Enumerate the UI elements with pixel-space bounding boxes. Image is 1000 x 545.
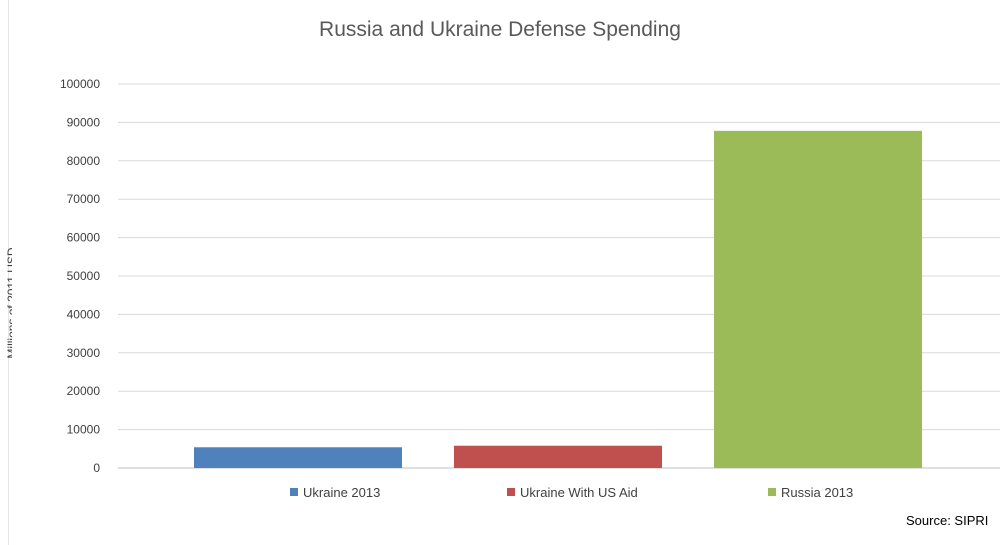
source-note: Source: SIPRI <box>906 513 989 528</box>
y-tick-label: 80000 <box>67 154 101 168</box>
y-tick-label: 0 <box>93 461 100 475</box>
legend-swatch <box>507 488 515 496</box>
legend-label: Ukraine 2013 <box>303 485 380 500</box>
legend-label: Russia 2013 <box>781 485 853 500</box>
bar <box>194 447 402 468</box>
legend-swatch <box>290 488 298 496</box>
chart-title: Russia and Ukraine Defense Spending <box>319 18 681 41</box>
y-tick-label: 10000 <box>67 423 101 437</box>
legend-label: Ukraine With US Aid <box>520 485 638 500</box>
y-tick-label: 90000 <box>67 115 101 129</box>
legend-swatch <box>768 488 776 496</box>
bar <box>454 445 662 468</box>
frame-edge <box>8 0 9 545</box>
bar <box>714 130 922 468</box>
y-tick-label: 20000 <box>67 384 101 398</box>
y-tick-label: 60000 <box>67 231 101 245</box>
y-tick-label: 40000 <box>67 307 101 321</box>
y-tick-label: 70000 <box>67 192 101 206</box>
y-tick-label: 30000 <box>67 346 101 360</box>
y-tick-label: 100000 <box>60 77 100 91</box>
y-tick-label: 50000 <box>67 269 101 283</box>
